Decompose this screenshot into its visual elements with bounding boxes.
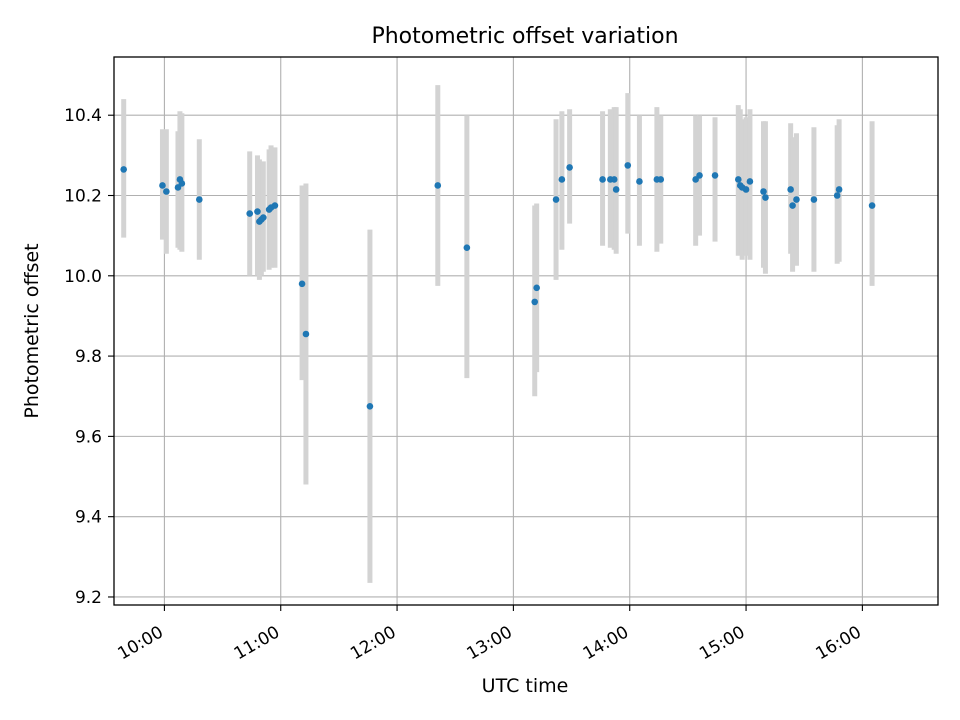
data-point [566,164,573,171]
data-point [463,244,471,251]
chart-title: Photometric offset variation [371,24,678,49]
y-axis-label: Photometric offset [21,243,43,418]
data-point [178,180,186,187]
data-point [793,196,800,203]
y-tick-label: 10.2 [64,187,102,207]
data-point [302,330,310,338]
data-point [612,186,620,193]
y-tick-label: 10.4 [64,106,102,126]
data-point [760,188,767,195]
data-point [696,172,703,179]
y-tick-label: 10.0 [64,267,102,287]
data-point [762,194,769,201]
data-point [533,284,540,292]
data-point [271,202,279,209]
data-point [636,178,643,185]
data-point [159,182,166,189]
data-point [735,176,742,183]
ticks [108,114,863,611]
y-tick-label: 9.6 [75,427,102,447]
plot-frame [113,56,939,606]
data-point [787,186,794,193]
data-point [434,182,442,189]
data-point [558,176,566,183]
data-point [254,208,261,215]
data-point [610,176,618,183]
data-point [531,298,539,306]
data-point [657,176,665,183]
y-tick-label: 9.2 [75,588,102,608]
y-tick-label: 9.8 [75,347,102,367]
data-points [120,162,876,410]
data-point [246,210,254,217]
data-point [552,196,560,203]
data-point [599,176,606,183]
data-point [366,402,374,410]
data-point [810,196,818,203]
data-point [746,178,754,185]
data-point [196,196,203,203]
data-point [833,192,841,199]
data-point [120,166,127,173]
data-point [789,202,796,209]
data-point [298,280,306,288]
data-point [868,202,876,209]
data-point [163,188,170,195]
x-axis-label: UTC time [482,675,569,697]
data-point [742,186,750,193]
data-point [624,162,632,169]
data-point [835,186,843,193]
data-point [259,214,267,221]
data-point [711,172,719,179]
y-tick-label: 9.4 [75,508,102,528]
